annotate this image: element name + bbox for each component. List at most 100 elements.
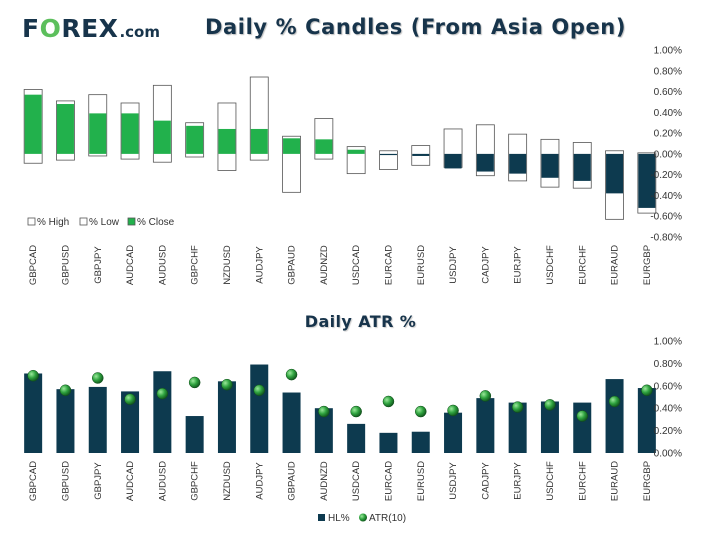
x-tick-label: AUDJPY [254, 462, 265, 500]
close-bar-gbpcad [24, 94, 42, 154]
logo-text-rex: REX [61, 14, 119, 43]
close-bar-gbpaud [283, 138, 301, 154]
x-tick-label: AUDUSD [157, 245, 168, 285]
hl-bar-euraud [605, 379, 624, 453]
legend-label: % Close [137, 217, 175, 228]
legend-label: % High [37, 217, 69, 228]
close-bar-eurusd [412, 153, 430, 156]
atr-dot-gbpusd [59, 384, 72, 397]
x-tick-label: GBPCHF [190, 461, 201, 501]
x-tick-label: AUDJPY [254, 246, 265, 284]
close-bar-audjpy [250, 128, 268, 154]
x-tick-label: USDCAD [351, 245, 362, 285]
y-tick-label: 0.20% [654, 129, 682, 140]
forex-logo: FOREX .com [22, 14, 160, 44]
y-tick-label: 1.00% [654, 46, 682, 57]
x-tick-label: GBPAUD [287, 245, 298, 285]
x-tick-label: NZDUSD [222, 245, 233, 285]
atr-dot-eurcad [382, 395, 395, 408]
close-bar-usdjpy [444, 153, 462, 169]
x-tick-label: GBPUSD [60, 245, 71, 285]
y-tick-label: 0.80% [654, 359, 682, 370]
x-tick-label: GBPUSD [60, 461, 71, 501]
close-bar-gbpchf [186, 125, 204, 154]
atr-dot-gbpchf [188, 376, 201, 389]
x-tick-label: GBPJPY [93, 246, 104, 284]
close-bar-usdcad [347, 149, 365, 154]
hl-bar-gbpaud [282, 392, 301, 453]
hl-bar-eurcad [379, 432, 398, 453]
atr-dot-audnzd [318, 405, 330, 418]
atr-dot-gbpcad [27, 369, 39, 382]
legend-swatch [127, 217, 136, 226]
x-tick-label: CADJPY [480, 246, 491, 284]
hl-bar-cadjpy [476, 398, 495, 453]
atr-dot-usdchf [544, 399, 556, 411]
close-bar-usdchf [541, 153, 559, 178]
legend-swatch [318, 514, 325, 521]
hl-bar-gbpcad [24, 373, 43, 453]
atr-dot-gbpjpy [92, 372, 104, 384]
x-tick-label: EURGBP [642, 245, 653, 285]
hl-bar-usdcad [347, 423, 366, 453]
legend-label: % Low [89, 217, 120, 228]
y-tick-label: 0.60% [654, 87, 682, 98]
y-tick-label: -0.60% [650, 212, 682, 223]
atr-dot-audcad [124, 393, 136, 405]
x-tick-label: EURUSD [416, 461, 427, 501]
close-bar-eurchf [573, 153, 591, 181]
atr-dot-gbpaud [285, 368, 298, 381]
y-tick-label: -0.80% [650, 233, 682, 244]
x-tick-label: USDJPY [448, 246, 459, 284]
candles-title: Daily % Candles (From Asia Open) [205, 15, 627, 39]
hl-bar-audcad [121, 391, 140, 453]
x-tick-label: AUDNZD [319, 461, 330, 501]
legend-label: ATR(10) [369, 513, 406, 524]
hl-bar-audusd [153, 371, 172, 453]
close-bar-eurgbp [638, 153, 656, 208]
x-tick-label: EURCHF [577, 461, 588, 501]
x-tick-label: USDCHF [545, 245, 556, 285]
close-bar-eurcad [379, 153, 397, 156]
legend-swatch [79, 217, 88, 226]
hl-bar-eurgbp [637, 388, 656, 453]
logo-text: FOREX [22, 14, 118, 43]
y-tick-label: -0.20% [650, 170, 682, 181]
hl-bar-gbpjpy [88, 386, 107, 453]
logo-text-f: F [22, 14, 40, 43]
x-tick-label: EURCAD [383, 461, 394, 501]
x-tick-label: AUDNZD [319, 245, 330, 285]
x-tick-label: USDCAD [351, 461, 362, 501]
x-tick-label: GBPCAD [28, 461, 39, 501]
hl-bar-eurjpy [508, 402, 527, 453]
y-tick-label: 0.60% [654, 381, 682, 392]
x-tick-label: EURAUD [610, 461, 621, 501]
atr-dot-usdcad [350, 405, 362, 418]
y-tick-label: 0.00% [654, 449, 682, 460]
legend-dot [359, 513, 367, 522]
close-bar-euraud [606, 153, 624, 194]
atr-dot-eurusd [415, 405, 427, 418]
x-tick-label: EURUSD [416, 245, 427, 285]
logo-tld: .com [119, 23, 160, 41]
atr-dot-audjpy [253, 384, 265, 397]
hl-bar-audnzd [314, 408, 333, 453]
hl-bar-usdjpy [444, 412, 463, 453]
hl-bar-gbpchf [185, 416, 204, 453]
atr-dot-audusd [156, 387, 169, 400]
x-tick-label: EURGBP [642, 461, 653, 501]
atr-title: Daily ATR % [304, 312, 417, 331]
x-tick-label: EURCAD [383, 245, 394, 285]
hl-bar-eurusd [411, 431, 430, 453]
atr-dot-cadjpy [479, 390, 492, 402]
atr-dot-eurgbp [641, 384, 653, 397]
hl-bar-eurchf [573, 402, 592, 453]
x-tick-label: NZDUSD [222, 461, 233, 501]
close-bar-eurjpy [509, 153, 527, 174]
y-tick-label: 0.00% [654, 149, 682, 160]
logo-text-ring: O [39, 14, 62, 43]
x-tick-label: EURJPY [513, 246, 524, 284]
x-tick-label: AUDCAD [125, 245, 136, 285]
